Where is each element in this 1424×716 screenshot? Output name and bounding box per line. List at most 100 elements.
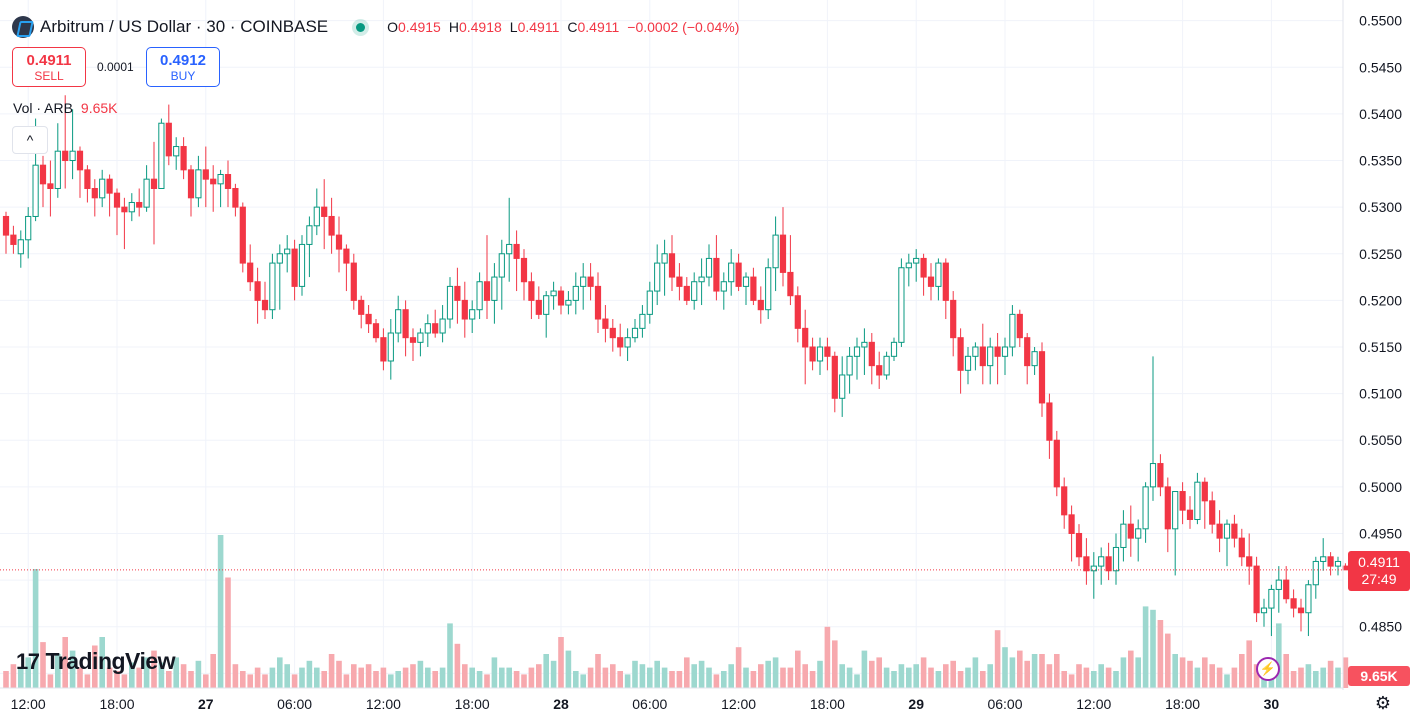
candle-body (683, 285, 690, 301)
candle-body (491, 276, 498, 301)
time-axis[interactable]: 12:00 18:00 27 06:00 12:00 18:00 28 06:00 12:00 1… (11, 696, 1280, 712)
volume-bar (1068, 674, 1075, 688)
candle-body (165, 122, 172, 157)
candle (839, 356, 846, 417)
volume-bar (106, 667, 113, 688)
volume-bar (1128, 650, 1134, 688)
candle (587, 263, 594, 301)
volume-bar (69, 650, 76, 688)
volume-legend[interactable]: Vol · ARB 9.65K (13, 100, 118, 116)
candle (1320, 538, 1327, 571)
time-tick-label: 12:00 (11, 696, 46, 712)
candle (1194, 472, 1201, 525)
volume-bar (928, 667, 934, 688)
candle (713, 235, 720, 301)
candle-body (335, 234, 343, 250)
buy-button[interactable]: 0.4912 BUY (146, 47, 220, 87)
volume-bar (1091, 671, 1097, 688)
candle-body (994, 346, 1001, 357)
volume-bar (143, 657, 150, 688)
volume-bar (365, 664, 372, 688)
candle (1290, 589, 1297, 618)
spread-value: 0.0001 (97, 60, 134, 74)
candle (76, 146, 84, 198)
candle (498, 239, 505, 310)
volume-bar (1142, 606, 1149, 688)
candle (165, 104, 172, 166)
price-tick-label: 0.5500 (1359, 13, 1402, 29)
candle (535, 286, 542, 320)
candle (1061, 477, 1068, 529)
candle-body (506, 243, 513, 255)
candle-body (1223, 523, 1231, 539)
candle-body (380, 337, 387, 362)
volume-bar (499, 667, 505, 688)
candle (1179, 482, 1186, 525)
volume-bar (1061, 671, 1067, 688)
candle (417, 328, 424, 357)
candle-body (787, 271, 794, 297)
candle-body (720, 281, 727, 292)
volume-bar (47, 674, 54, 688)
candle (1260, 598, 1268, 627)
volume-bar (1224, 674, 1230, 688)
candle (91, 179, 98, 217)
candle-body (772, 234, 779, 269)
candle-body (543, 295, 550, 315)
collapse-legend-button[interactable]: ^ (12, 126, 48, 154)
volume-bar (232, 664, 239, 688)
candle (25, 207, 32, 259)
ohlc-legend: O0.4915 H0.4918 L0.4911 C0.4911 −0.0002 … (387, 19, 739, 35)
volume-bar (728, 664, 734, 688)
candle-body (150, 178, 158, 189)
candle-body (765, 267, 772, 311)
candle-body (62, 150, 69, 162)
volume-bar (632, 660, 638, 688)
volume-bar (661, 667, 668, 688)
buy-price: 0.4912 (160, 52, 206, 69)
price-tick-label: 0.5150 (1359, 339, 1402, 355)
volume-bar (824, 626, 831, 688)
volume-bar (306, 660, 313, 688)
volume-bar (114, 671, 120, 688)
volume-bar (654, 660, 660, 688)
candle (47, 160, 54, 217)
chevron-up-icon: ^ (26, 132, 34, 148)
volume-bar (62, 637, 68, 688)
candle-body (779, 234, 787, 273)
volume-bar (395, 671, 401, 688)
candle (883, 351, 890, 380)
volume-bar (587, 667, 594, 688)
candle (402, 300, 409, 357)
candle (1334, 556, 1342, 576)
candle-body (239, 206, 246, 264)
lightning-icon[interactable]: ⚡ (1256, 657, 1280, 681)
volume-bar (425, 667, 431, 688)
symbol-title[interactable]: Arbitrum / US Dollar · 30 · COINBASE (40, 17, 329, 36)
volume-bar (1150, 609, 1156, 688)
tradingview-logo[interactable]: 17 TradingView (16, 648, 176, 675)
volume-bar (1157, 620, 1164, 688)
candle-body (713, 257, 720, 292)
candle-body (395, 309, 402, 334)
candle-body (25, 215, 32, 241)
volume-bar (447, 623, 453, 688)
volume-bar (1046, 664, 1053, 688)
candle (202, 146, 209, 208)
candle (890, 337, 898, 361)
candle-body (232, 187, 239, 208)
candle-body (535, 299, 542, 315)
sell-button[interactable]: 0.4911 SELL (12, 47, 86, 87)
volume-bar (240, 671, 246, 688)
market-open-status-icon[interactable] (356, 22, 366, 32)
price-tick-label: 0.5300 (1359, 199, 1402, 215)
volume-bar (195, 660, 202, 688)
volume-bar (180, 664, 187, 688)
candle (143, 165, 150, 212)
volume-bar (935, 671, 942, 688)
gear-icon[interactable]: ⚙ (1374, 693, 1392, 713)
candle-body (387, 332, 394, 362)
candle (1186, 496, 1194, 529)
ohlc-close-key: C (567, 19, 578, 35)
